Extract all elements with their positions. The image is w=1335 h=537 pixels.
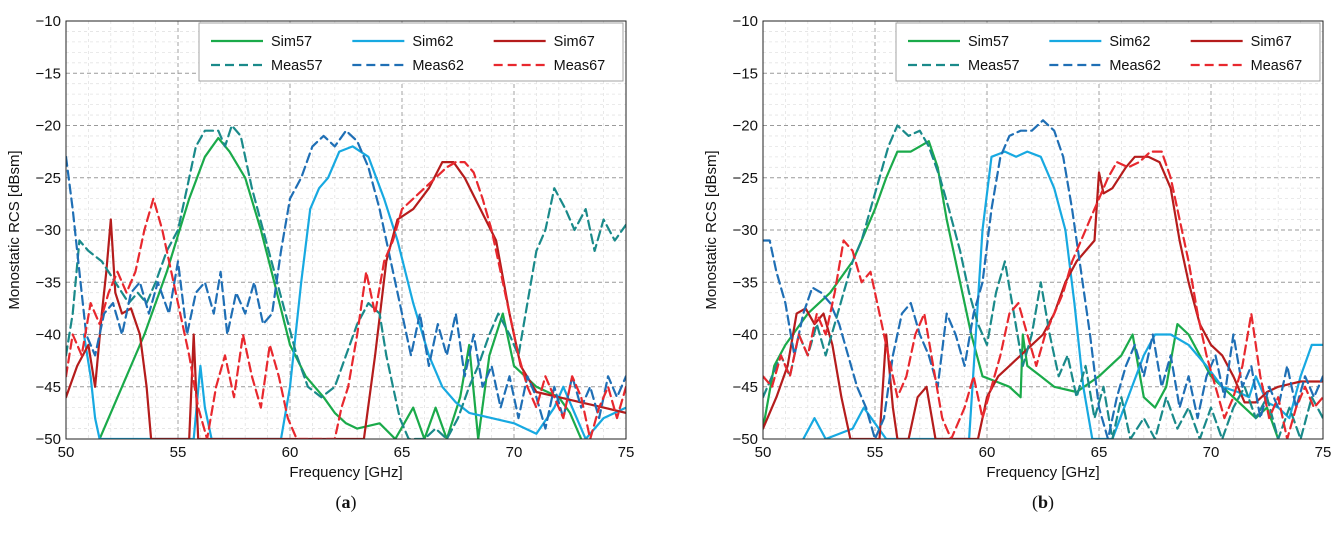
- panel-a-legend-box: [198, 22, 624, 82]
- panel-a-series-line-meas67: [66, 161, 626, 439]
- panel-a-y-tick-label: −25: [36, 170, 61, 187]
- panel-b-y-tick-label: −45: [733, 379, 758, 396]
- panel-a-legend: Sim57 Sim62 Sim67 Meas57 Meas62 Meas67: [198, 22, 624, 82]
- panel-b-legend-label-meas57: Meas57: [968, 58, 1020, 74]
- panel-b-y-tick-label: −15: [733, 65, 758, 82]
- panel-b-x-axis-label: Frequency [GHz]: [986, 464, 1099, 481]
- panel-a-plot-frame: [65, 20, 627, 440]
- panel-a-x-tick-label: 70: [506, 444, 523, 461]
- panel-a-legend-label-meas57: Meas57: [271, 58, 323, 74]
- panel-b: 50 55 60 65 70 75 −10 −15 −20 −25 −30 −35 −40 −45 −50 F…: [703, 13, 1331, 513]
- panel-b-plot-area: [763, 119, 1323, 439]
- panel-a-legend-label-meas67: Meas67: [554, 58, 606, 74]
- panel-b-legend-label-meas62: Meas62: [1109, 58, 1161, 74]
- panel-b-series-line-sim62: [802, 150, 1323, 439]
- panel-b-legend-box: [895, 22, 1321, 82]
- panel-a-x-axis-label: Frequency [GHz]: [289, 464, 402, 481]
- panel-b-x-tick-label: 70: [1203, 444, 1220, 461]
- panel-a-x-tick-label: 65: [394, 444, 411, 461]
- panel-a-x-tick-label: 75: [618, 444, 635, 461]
- panel-b-x-tick-label: 65: [1091, 444, 1108, 461]
- panel-b-legend-label-sim67: Sim67: [1251, 34, 1292, 50]
- panel-b-y-tick-label: −30: [733, 222, 758, 239]
- panel-b-x-tick-label: 60: [979, 444, 996, 461]
- panel-b-x-tick-label: 50: [755, 444, 772, 461]
- panel-a-series-line-sim57: [98, 136, 583, 439]
- panel-a-legend-label-meas62: Meas62: [412, 58, 464, 74]
- panel-b-y-tick-label: −35: [733, 274, 758, 291]
- panel-a-y-tick-label: −50: [36, 431, 61, 448]
- panel-a-y-tick-label: −15: [36, 65, 61, 82]
- panel-b-caption: (b): [1032, 492, 1054, 513]
- panel-b-y-tick-label: −25: [733, 170, 758, 187]
- panel-b-legend-label-sim57: Sim57: [968, 34, 1009, 50]
- panel-b-series-line-meas67: [763, 150, 1323, 439]
- panel-a-y-axis-label: Monostatic RCS [dBsm]: [6, 150, 23, 309]
- panel-a-y-tick-label: −30: [36, 222, 61, 239]
- panel-a-x-tick-label: 60: [282, 444, 299, 461]
- panel-a-y-tick-label: −20: [36, 118, 61, 135]
- panel-b-series-line-meas57: [763, 124, 1323, 439]
- panel-b-series-line-meas62: [763, 119, 1323, 439]
- panel-b-legend-label-meas67: Meas67: [1251, 58, 1303, 74]
- panel-a-y-tick-label: −40: [36, 327, 61, 344]
- panel-a-y-tick-label: −35: [36, 274, 61, 291]
- panel-a-legend-label-sim57: Sim57: [271, 34, 312, 50]
- panel-b-y-axis-label: Monostatic RCS [dBsm]: [703, 150, 720, 309]
- panel-a-series-line-meas57: [66, 124, 626, 439]
- panel-a-plot-area: [66, 124, 626, 439]
- panel-a-caption: (a): [336, 492, 357, 513]
- panel-b-legend-label-sim62: Sim62: [1109, 34, 1150, 50]
- panel-a-x-tick-label: 50: [58, 444, 75, 461]
- panel-b-y-tick-label: −20: [733, 118, 758, 135]
- panel-b-y-tick-label: −10: [733, 13, 758, 30]
- panel-a-legend-label-sim67: Sim67: [554, 34, 595, 50]
- panel-a-x-tick-label: 55: [170, 444, 187, 461]
- panel-a: 50 55 60 65 70 75 −10 −15 −20 −25 −30 −35 −40 −45 −50 F…: [6, 13, 634, 513]
- panel-b-y-tick-label: −40: [733, 327, 758, 344]
- panel-b-x-tick-label: 55: [867, 444, 884, 461]
- panel-a-legend-label-sim62: Sim62: [412, 34, 453, 50]
- panel-a-y-tick-label: −10: [36, 13, 61, 30]
- panel-b-plot-frame: [762, 20, 1324, 440]
- panel-b-y-tick-label: −50: [733, 431, 758, 448]
- panel-b-series-line-sim57: [763, 140, 1280, 439]
- panel-a-y-tick-label: −45: [36, 379, 61, 396]
- panel-a-series-line-meas62: [66, 129, 626, 430]
- panel-b-legend: Sim57 Sim62 Sim67 Meas57 Meas62 Meas67: [895, 22, 1321, 82]
- panel-b-x-tick-label: 75: [1315, 444, 1332, 461]
